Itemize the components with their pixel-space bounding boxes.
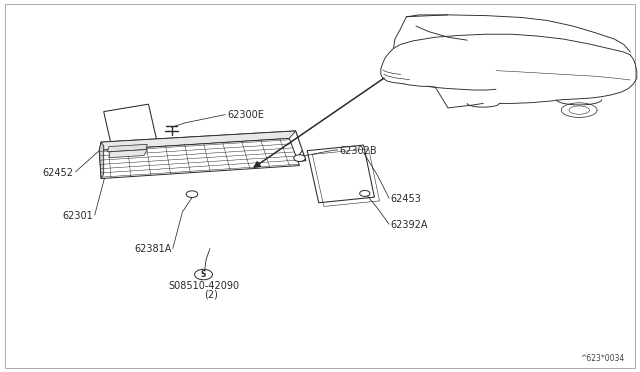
Polygon shape xyxy=(109,150,147,158)
Text: 62302B: 62302B xyxy=(339,146,377,155)
Text: 62301: 62301 xyxy=(62,211,93,221)
Text: (2): (2) xyxy=(204,289,218,299)
Polygon shape xyxy=(307,145,374,203)
Circle shape xyxy=(360,190,370,196)
Text: S08510-42090: S08510-42090 xyxy=(168,281,239,291)
Polygon shape xyxy=(99,138,300,179)
Text: 62452: 62452 xyxy=(43,168,74,178)
Circle shape xyxy=(195,269,212,280)
Polygon shape xyxy=(99,131,296,150)
Text: 62381A: 62381A xyxy=(134,244,172,254)
Polygon shape xyxy=(104,104,159,157)
Text: 62392A: 62392A xyxy=(390,220,428,230)
Text: 62453: 62453 xyxy=(390,194,421,204)
Text: S: S xyxy=(201,270,206,279)
Polygon shape xyxy=(99,142,104,179)
Text: 62300E: 62300E xyxy=(227,110,264,120)
Text: ^623*0034: ^623*0034 xyxy=(580,354,624,363)
Circle shape xyxy=(186,191,198,198)
Circle shape xyxy=(294,155,305,161)
Polygon shape xyxy=(101,131,306,174)
Polygon shape xyxy=(108,144,147,152)
